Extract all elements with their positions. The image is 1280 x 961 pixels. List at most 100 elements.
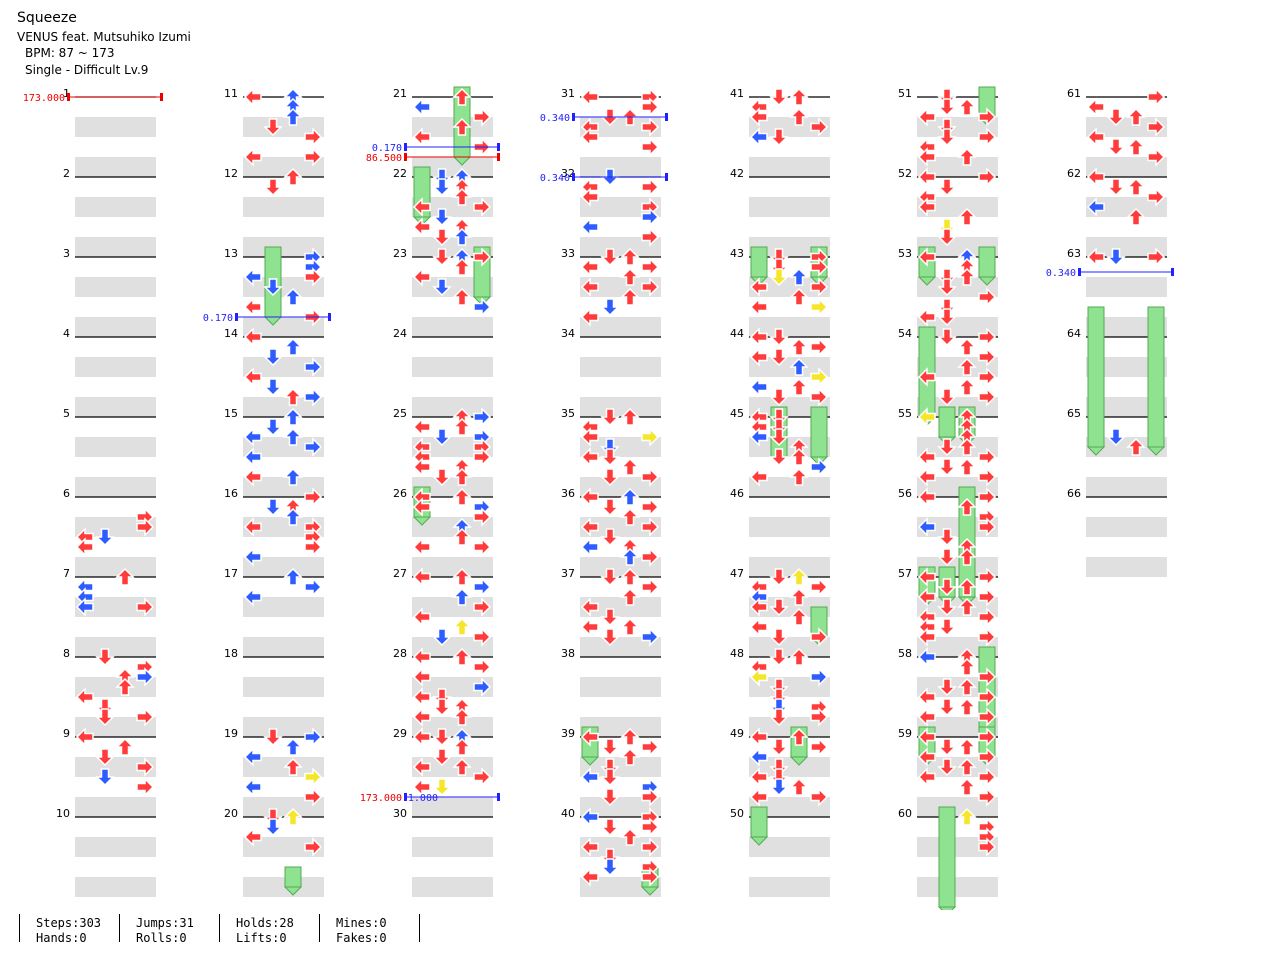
marker-label: 0.170 (372, 143, 402, 154)
beat-band (75, 118, 156, 137)
measure-number: 58 (898, 647, 912, 660)
measure-31: 31 (561, 87, 661, 177)
beat-band (412, 198, 493, 217)
measure-number: 52 (898, 167, 912, 180)
arrow-icon (452, 527, 472, 546)
arrow-icon (452, 707, 472, 726)
beat-band (75, 798, 156, 817)
measure-15: 15 (224, 407, 324, 497)
measure-number: 31 (561, 87, 575, 100)
arrow-icon (917, 767, 936, 787)
beat-band (580, 118, 661, 137)
arrow-icon (978, 837, 997, 857)
measure-number: 46 (730, 487, 744, 500)
beat-band (917, 118, 998, 137)
beat-band (412, 718, 493, 737)
arrow-icon (641, 207, 660, 227)
measure-8: 8 (63, 647, 156, 737)
beat-band (412, 598, 493, 617)
arrow-icon (283, 427, 303, 446)
arrow-icon (283, 337, 303, 356)
arrow-icon (412, 127, 431, 147)
arrow-icon (452, 117, 472, 136)
measure-number: 34 (561, 327, 575, 340)
beat-band (412, 438, 493, 457)
measure-45: 45 (730, 407, 830, 497)
measure-number: 5 (63, 407, 70, 420)
arrow-icon (432, 628, 452, 647)
beat-band (580, 158, 661, 177)
arrow-icon (937, 458, 957, 477)
arrow-icon (641, 497, 660, 517)
arrow-icon (115, 737, 135, 756)
arrow-icon (978, 367, 997, 387)
arrow-icon (769, 268, 789, 287)
arrow-icon (917, 707, 936, 727)
arrow-icon (917, 107, 936, 127)
arrow-icon (769, 388, 789, 407)
measure-21: 21 (393, 87, 493, 177)
stat-steps: Steps:303 (36, 916, 102, 930)
arrow-icon (749, 347, 768, 367)
beat-band (412, 638, 493, 657)
arrow-icon (957, 207, 977, 226)
measure-23: 23 (393, 247, 493, 337)
arrow-icon (580, 277, 599, 297)
beat-band (749, 278, 830, 297)
arrow-icon (243, 447, 262, 467)
beat-band (917, 838, 998, 857)
arrow-icon (1147, 247, 1166, 267)
arrow-icon (769, 328, 789, 347)
arrow-icon (978, 707, 997, 727)
measure-number: 63 (1067, 247, 1081, 260)
beat-band (580, 638, 661, 657)
measure-27: 27 (393, 567, 493, 657)
arrow-icon (641, 577, 660, 597)
arrow-icon (641, 737, 660, 757)
arrow-icon (600, 448, 620, 467)
bpm-change-marker: 86.500 (366, 153, 500, 164)
measure-number: 53 (898, 247, 912, 260)
arrow-icon (957, 147, 977, 166)
measure-4: 4 (63, 327, 156, 417)
arrow-icon (452, 587, 472, 606)
arrow-icon (580, 727, 599, 747)
arrow-icon (978, 107, 997, 127)
arrow-icon (978, 487, 997, 507)
arrow-icon (412, 777, 431, 797)
arrow-icon (978, 327, 997, 347)
beat-band (580, 718, 661, 737)
arrow-icon (432, 728, 452, 747)
arrow-icon (473, 577, 492, 597)
measure-number: 16 (224, 487, 238, 500)
measure-41: 41 (730, 87, 830, 177)
beat-band (749, 158, 830, 177)
arrow-icon (937, 738, 957, 757)
measure-35: 35 (561, 407, 661, 497)
measure-number: 33 (561, 247, 575, 260)
arrow-icon (580, 307, 599, 327)
arrow-icon (283, 807, 303, 826)
arrow-icon (620, 507, 640, 526)
arrow-icon (917, 687, 936, 707)
song-difficulty: Single - Difficult Lv.9 (25, 63, 149, 77)
arrow-icon (263, 728, 283, 747)
beat-band (75, 878, 156, 897)
arrow-icon (978, 467, 997, 487)
beat-band (580, 478, 661, 497)
beat-band (749, 558, 830, 577)
arrow-icon (937, 278, 957, 297)
arrow-icon (263, 418, 283, 437)
beat-band (243, 878, 324, 897)
arrow-icon (957, 457, 977, 476)
beat-band (243, 718, 324, 737)
measure-number: 37 (561, 567, 575, 580)
song-bpm: BPM: 87 ~ 173 (25, 46, 115, 60)
beat-band (580, 598, 661, 617)
arrow-icon (304, 577, 323, 597)
beat-band (1086, 318, 1167, 337)
beat-band (917, 638, 998, 657)
arrow-icon (580, 597, 599, 617)
arrow-icon (115, 567, 135, 586)
stop-marker: 0.170 (203, 313, 331, 324)
